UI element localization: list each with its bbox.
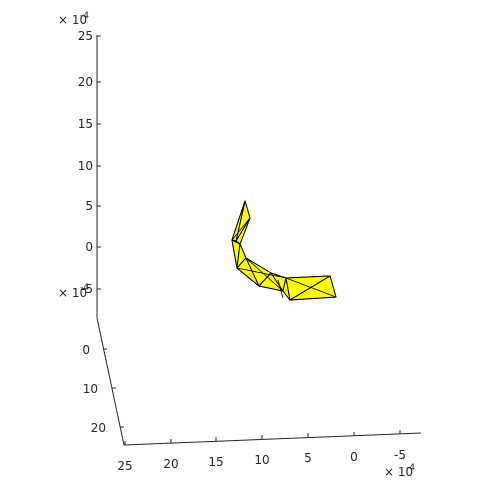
- y-exponent-power: -4: [80, 283, 89, 293]
- x-exponent-base: × 10: [384, 465, 413, 479]
- x-tick-label: 25: [117, 459, 132, 473]
- x-exponent-power: -4: [406, 463, 415, 473]
- y-exponent: × 10 -4: [58, 283, 89, 300]
- x-tick-labels: 25 20 15 10 5 0 -5: [117, 448, 406, 473]
- x-tick-label: 0: [350, 450, 358, 464]
- x-tick-label: -5: [394, 448, 406, 462]
- surface-wire: [289, 275, 331, 301]
- z-tick-label: -5: [81, 282, 93, 296]
- z-exponent: × 10 -4: [58, 11, 89, 27]
- surface-wire: [231, 217, 251, 241]
- z-tick-label: 20: [78, 75, 93, 89]
- z-tick-label: 10: [78, 159, 93, 173]
- z-tick-label: 15: [78, 117, 93, 131]
- axis-lines: [96, 35, 422, 446]
- x-axis-line: [123, 432, 422, 446]
- y-axis-line: [96, 317, 125, 446]
- surface-wire: [236, 267, 287, 279]
- y-tick-labels: 0 10 20: [82, 343, 106, 435]
- y-exponent-base: × 10: [58, 286, 87, 300]
- surface: [231, 200, 337, 301]
- x-tick-label: 5: [304, 451, 312, 465]
- z-tick-label: 0: [85, 240, 93, 254]
- z-tick-labels: 25 20 15 10 5 0 -5: [78, 29, 93, 296]
- y-tick-label: 10: [83, 382, 98, 396]
- surface-wires: [231, 217, 337, 301]
- surface-wire: [245, 257, 284, 292]
- z-exponent-base: × 10: [58, 13, 87, 27]
- y-tick-label: 0: [82, 343, 90, 357]
- z-tick-label: 5: [85, 199, 93, 213]
- surface-wire: [277, 279, 284, 299]
- x-exponent: × 10 -4: [384, 463, 415, 479]
- x-tick-label: 10: [254, 453, 269, 467]
- y-tick-label: 20: [91, 421, 106, 435]
- x-tick-label: 20: [163, 457, 178, 471]
- z-exponent-power: -4: [80, 11, 89, 21]
- z-tick-label: 25: [78, 29, 93, 43]
- x-tick-label: 15: [208, 455, 223, 469]
- tick-marks: [97, 35, 401, 445]
